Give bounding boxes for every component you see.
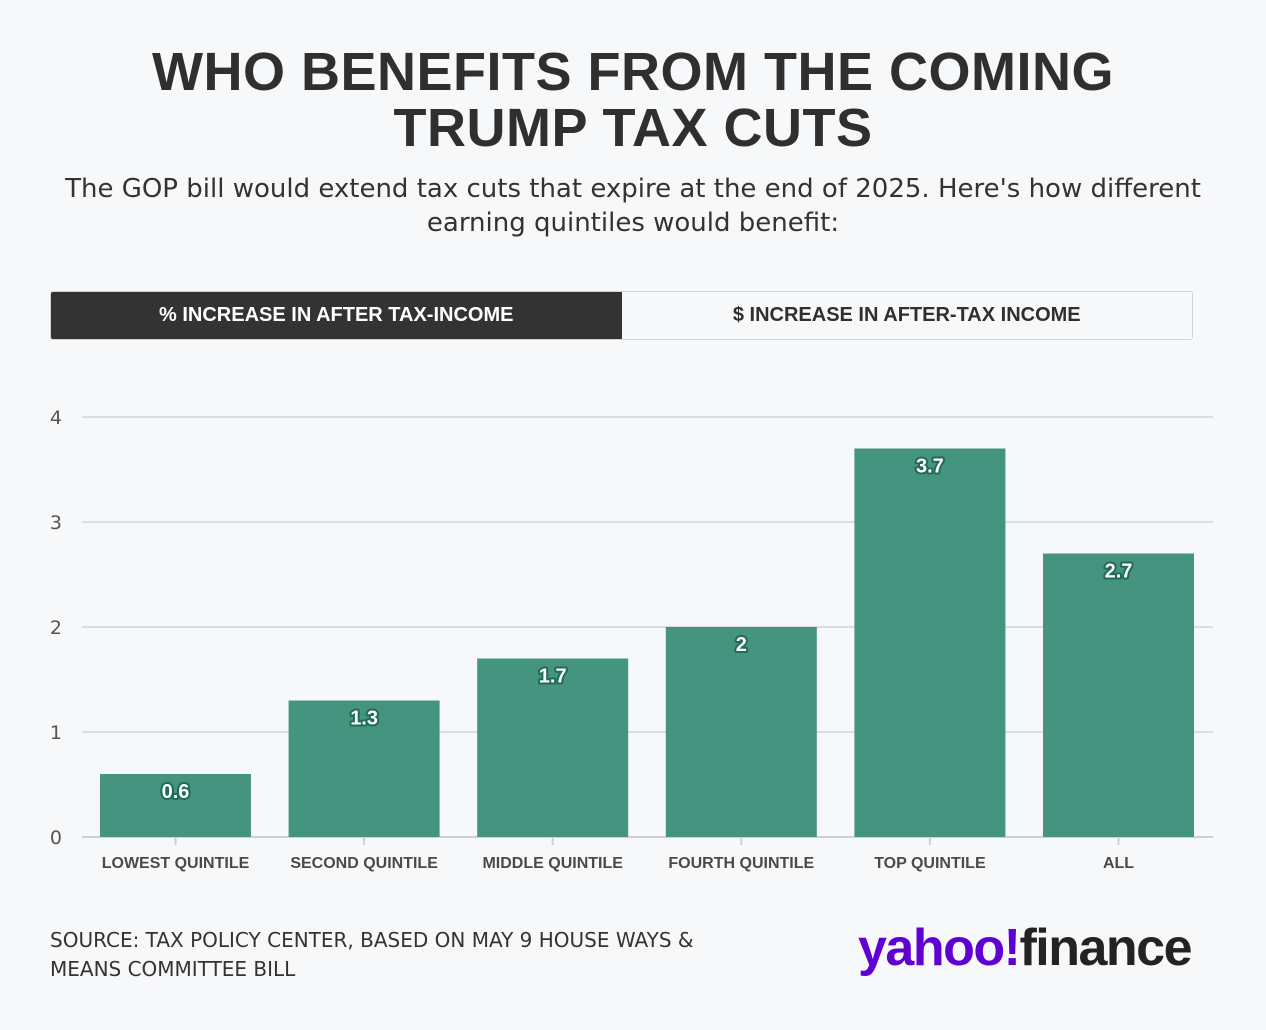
- y-tick-label-0: 0: [50, 827, 62, 849]
- tab-percent-increase[interactable]: % INCREASE IN AFTER TAX-INCOME: [51, 292, 622, 339]
- data-label-0: 0.6: [162, 781, 190, 803]
- chart-title-line-2: TRUMP TAX CUTS: [393, 98, 873, 158]
- data-label-3: 2: [736, 634, 747, 656]
- chart-title-line-1: WHO BENEFITS FROM THE COMING: [152, 42, 1114, 102]
- tab-dollar-increase[interactable]: $ INCREASE IN AFTER-TAX INCOME: [621, 292, 1192, 339]
- x-tick-label-0: LOWEST QUINTILE: [102, 855, 250, 872]
- data-label-1: 1.3: [350, 708, 378, 730]
- yahoo-finance-logo: yahoo! finance: [858, 918, 1193, 988]
- chart-title: WHO BENEFITS FROM THE COMING TRUMP TAX C…: [0, 44, 1266, 156]
- bar-chart: 0 1 2 3 4 LOWEST QUINTILE 0.6 SECOND QUINTILE 1.…: [50, 407, 1213, 872]
- bar-5: [1043, 553, 1194, 837]
- logo-finance: finance: [1019, 919, 1192, 977]
- data-label-5: 2.7: [1105, 561, 1133, 583]
- bar-0: [100, 774, 251, 837]
- y-tick-label-3: 3: [50, 512, 62, 534]
- x-tick-label-1: SECOND QUINTILE: [290, 855, 438, 872]
- source-note: SOURCE: TAX POLICY CENTER, BASED ON MAY …: [50, 928, 694, 981]
- bar-3: [665, 627, 817, 837]
- x-tick-label-3: FOURTH QUINTILE: [668, 855, 814, 872]
- data-label-2: 1.7: [539, 666, 567, 688]
- data-label-4: 3.7: [916, 456, 944, 478]
- chart-subtitle: The GOP bill would extend tax cuts that …: [65, 174, 1201, 238]
- x-tick-label-5: ALL: [1103, 855, 1134, 872]
- x-tick-label-2: MIDDLE QUINTILE: [482, 855, 623, 872]
- logo-yahoo: yahoo!: [858, 919, 1021, 977]
- y-tick-label-1: 1: [50, 722, 62, 744]
- bar-2: [477, 658, 629, 837]
- y-tick-label-2: 2: [50, 617, 62, 639]
- y-tick-label-4: 4: [50, 407, 62, 429]
- x-tick-label-4: TOP QUINTILE: [874, 855, 986, 872]
- bar-1: [288, 700, 440, 837]
- bar-4: [854, 448, 1006, 837]
- metric-tabs: % INCREASE IN AFTER TAX-INCOME $ INCREAS…: [50, 291, 1193, 340]
